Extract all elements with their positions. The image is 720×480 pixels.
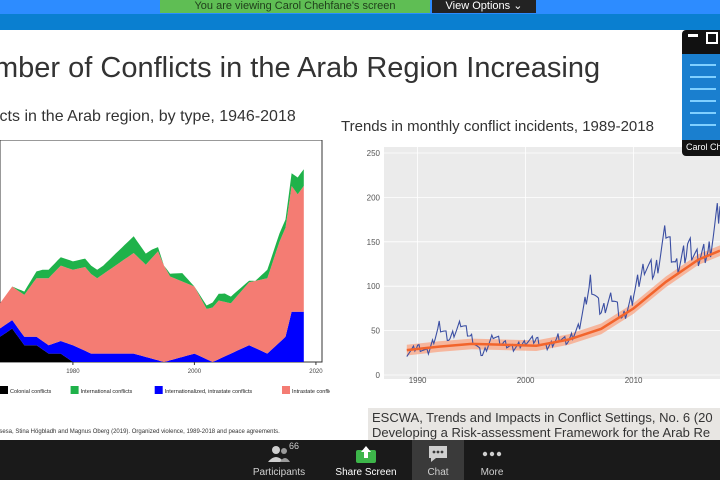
more-label: More	[480, 467, 504, 478]
view-options-button[interactable]: View Options ⌄	[432, 0, 536, 13]
left-citation: ersesa, Stina Högbladh and Magnus Öberg …	[0, 429, 280, 435]
legend-swatch	[282, 386, 290, 394]
slide-title: mber of Conflicts in the Arab Region Inc…	[0, 52, 601, 84]
more-icon	[482, 451, 502, 457]
right-x-tick-label: 2010	[625, 376, 643, 383]
right-x-tick-label: 1990	[409, 376, 427, 383]
view-options-label: View Options	[445, 0, 511, 12]
monthly-incidents-line	[406, 203, 720, 357]
more-button[interactable]: More	[470, 440, 514, 480]
right-citation: ESCWA, Trends and Impacts in Conflict Se…	[368, 408, 720, 442]
participants-button[interactable]: Participants	[248, 440, 310, 480]
right-y-tick-label: 0	[376, 371, 381, 380]
left-plot-areas	[0, 169, 304, 362]
legend-swatch	[0, 386, 8, 394]
chevron-down-icon: ⌄	[513, 0, 523, 12]
left-x-tick-label: 2000	[188, 369, 202, 375]
left-x-tick-label: 2020	[309, 369, 323, 375]
speaker-name: Carol Ch	[686, 142, 720, 152]
shared-slide: mber of Conflicts in the Arab Region Inc…	[0, 30, 720, 442]
right-series	[406, 203, 720, 357]
right-y-tick-label: 200	[367, 193, 381, 202]
shared-screen-preview	[682, 54, 720, 140]
left-chart-subtitle: icts in the Arab region, by type, 1946-2…	[0, 108, 296, 125]
chat-icon	[429, 446, 447, 462]
top-bar-stripe	[0, 14, 720, 30]
participants-icon	[268, 446, 290, 462]
legend-swatch	[70, 386, 79, 394]
right-y-tick-label: 50	[371, 327, 380, 336]
right-y-tick-label: 100	[367, 282, 381, 291]
right-y-tick-label: 150	[367, 238, 381, 247]
chat-button[interactable]: Chat	[412, 440, 464, 480]
right-x-ticks: 1990 2000 2010	[409, 376, 643, 383]
right-x-tick-label: 2000	[517, 376, 535, 383]
viewing-banner: You are viewing Carol Chehfane's screen	[160, 0, 430, 13]
right-y-ticks: 0 50 100 150 200 250	[367, 149, 381, 380]
meeting-top-bar: You are viewing Carol Chehfane's screen …	[0, 0, 720, 30]
right-chart-subtitle: Trends in monthly conflict incidents, 19…	[341, 118, 654, 135]
area-colonial-conflicts	[0, 328, 304, 362]
share-screen-icon	[356, 446, 376, 463]
left-x-ticks: 1980 2000 2020	[66, 362, 323, 375]
monthly-incidents-chart: 0 50 100 150 200 250 1990 2000 2010	[367, 147, 720, 383]
left-x-tick-label: 1980	[66, 369, 80, 375]
area-intrastate-conflicts	[0, 185, 304, 362]
share-screen-label: Share Screen	[335, 467, 397, 478]
maximize-icon[interactable]	[706, 32, 718, 44]
right-citation-line-2: Developing a Risk-assessment Framework f…	[372, 425, 711, 440]
conflicts-by-type-chart: 1980 2000 2020 Colonial conflicts Internati…	[0, 140, 330, 395]
area-internationalized-intrastate-conflicts	[0, 311, 304, 362]
right-y-tick-label: 250	[367, 149, 381, 158]
left-legend: Colonial conflicts International conflict…	[0, 386, 330, 395]
right-citation-line-1: ESCWA, Trends and Impacts in Conflict Se…	[372, 410, 713, 425]
participants-count: 66	[289, 441, 300, 451]
minimize-icon[interactable]	[688, 34, 698, 37]
trend-ribbon	[406, 245, 720, 356]
speaker-video-thumbnail[interactable]: Carol Ch	[682, 30, 720, 156]
trend-line	[406, 249, 720, 352]
legend-label: International conflicts	[81, 389, 133, 395]
chat-label: Chat	[427, 467, 449, 478]
meeting-toolbar: Participants 66 Share Screen Chat More	[0, 440, 720, 480]
share-screen-button[interactable]: Share Screen	[334, 440, 398, 480]
legend-swatch	[154, 386, 163, 394]
legend-label: Intrastate conflicts	[292, 389, 330, 395]
legend-label: Colonial conflicts	[10, 389, 52, 395]
participants-label: Participants	[252, 467, 306, 478]
legend-label: Internationalized, intrastate conflicts	[165, 389, 253, 395]
